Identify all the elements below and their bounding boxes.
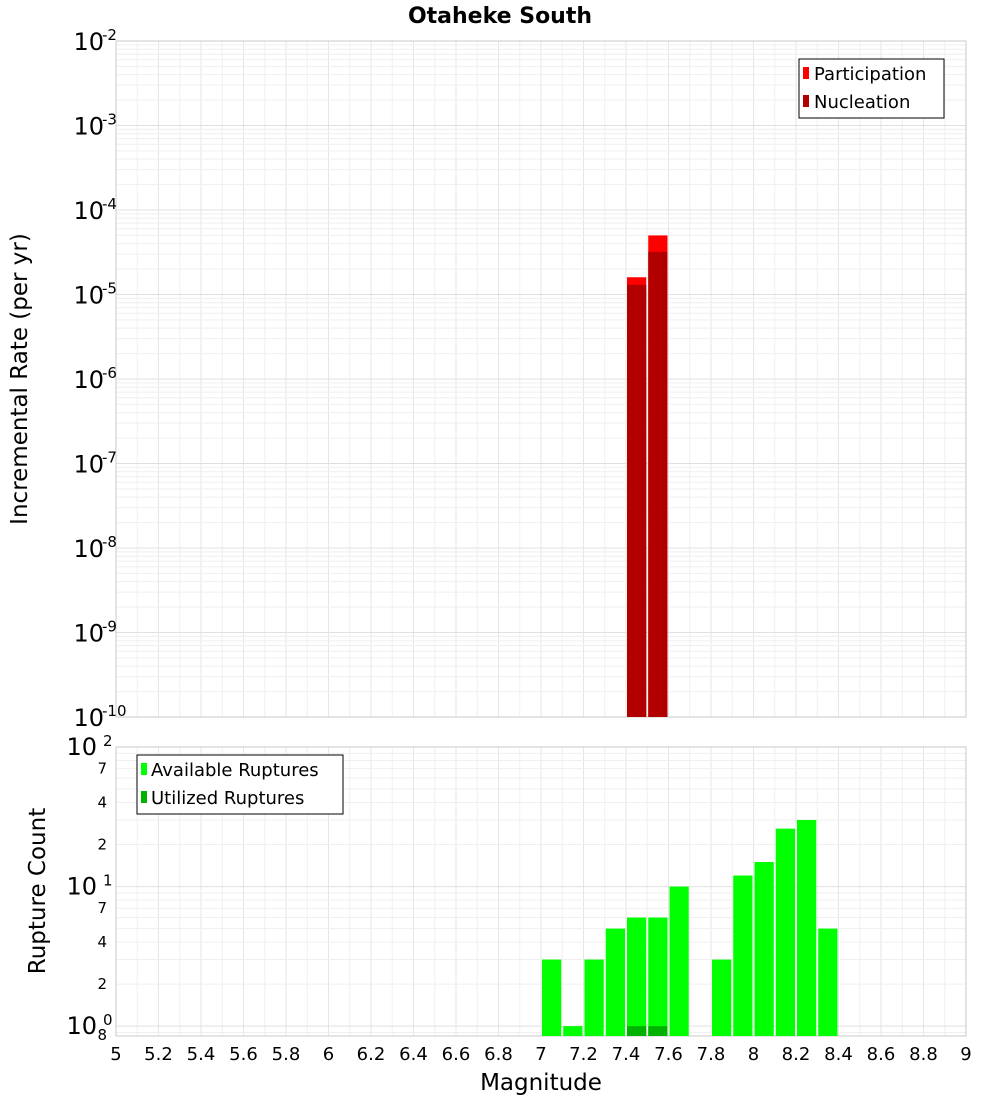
bottom-bar-available-ruptures (627, 917, 647, 1036)
legend-swatch-available (141, 763, 147, 775)
bottom-legend-box (136, 754, 344, 815)
legend-swatch-nucleation (803, 95, 809, 107)
x-tick-label: 7 (535, 1044, 546, 1065)
bottom-y-minor-tick: 4 (97, 933, 107, 951)
bottom-bar-available-ruptures (712, 959, 732, 1036)
x-tick-label: 6.4 (399, 1044, 428, 1065)
x-tick-label: 5.8 (272, 1044, 301, 1065)
bottom-bar-available-ruptures (797, 819, 817, 1036)
legend-label-nucleation: Nucleation (814, 92, 910, 113)
x-tick-label: 8.4 (824, 1044, 853, 1065)
top-y-tick-base: 10 (73, 704, 104, 732)
x-tick-label: 8.6 (867, 1044, 896, 1065)
top-y-tick-exponent: -7 (102, 449, 117, 467)
top-bar-nucleation (627, 284, 647, 717)
bottom-y-minor-tick: 2 (97, 975, 107, 993)
bottom-y-minor-tick: 2 (97, 836, 107, 854)
bottom-y-tick-base: 10 (66, 733, 97, 761)
top-y-tick-exponent: -4 (102, 195, 117, 213)
bottom-bar-utilized-ruptures (627, 1026, 647, 1036)
top-y-tick-base: 10 (73, 113, 104, 141)
top-y-tick-base: 10 (73, 451, 104, 479)
bottom-y-tick-base: 10 (66, 873, 97, 901)
top-legend: Participation Nucleation (798, 58, 945, 119)
top-y-tick-exponent: -5 (102, 280, 117, 298)
legend-swatch-utilized (141, 791, 147, 803)
x-axis-label: Magnitude (480, 1070, 602, 1096)
top-y-tick-labels: 10-210-310-410-510-610-710-810-910-10 (73, 26, 126, 732)
x-tick-label: 7.8 (697, 1044, 726, 1065)
top-y-tick-base: 10 (73, 28, 104, 56)
legend-label-participation: Participation (814, 64, 926, 85)
x-tick-label: 6 (323, 1044, 334, 1065)
top-y-tick-base: 10 (73, 620, 104, 648)
x-tick-label: 5 (110, 1044, 121, 1065)
bottom-bar-available-ruptures (542, 959, 562, 1036)
chart-title: Otaheke South (408, 4, 592, 29)
x-tick-label: 7.6 (654, 1044, 683, 1065)
bottom-y-tick-labels: 10 2 10 1 10 0 7 4 2 7 4 2 8 (66, 732, 112, 1044)
top-y-tick-base: 10 (73, 197, 104, 225)
top-y-tick-exponent: -6 (102, 364, 117, 382)
bottom-bar-available-ruptures (669, 886, 689, 1036)
bottom-bar-available-ruptures (605, 928, 625, 1036)
bottom-y-minor-tick: 8 (97, 1026, 107, 1044)
bottom-y-tick-exponent: 1 (103, 872, 113, 890)
top-bars (627, 235, 668, 718)
bottom-bar-available-ruptures (733, 875, 753, 1036)
bottom-y-axis-label: Rupture Count (25, 808, 51, 974)
top-bar-nucleation (648, 251, 668, 717)
top-y-tick-exponent: -8 (102, 533, 117, 551)
top-y-tick-base: 10 (73, 366, 104, 394)
x-tick-label: 6.2 (357, 1044, 386, 1065)
x-tick-labels: 5 5.2 5.4 5.6 5.8 6 6.2 6.4 6.6 6.8 7 7.2 7.4 7.6 7.8 8… (110, 1044, 971, 1065)
bottom-y-minor-tick: 7 (97, 899, 107, 917)
bottom-bar-available-ruptures (754, 861, 774, 1036)
bottom-bar-available-ruptures (818, 928, 838, 1036)
top-y-axis-label: Incremental Rate (per yr) (7, 233, 33, 525)
x-tick-label: 9 (960, 1044, 971, 1065)
x-tick-label: 8.8 (909, 1044, 938, 1065)
x-tick-label: 7.4 (612, 1044, 641, 1065)
x-tick-label: 6.6 (442, 1044, 471, 1065)
bottom-y-minor-tick: 7 (97, 760, 107, 778)
x-tick-label: 8.2 (782, 1044, 811, 1065)
legend-label-available: Available Ruptures (151, 760, 319, 781)
bottom-bar-utilized-ruptures (648, 1026, 668, 1036)
bottom-legend: Available Ruptures Utilized Ruptures (136, 754, 344, 815)
bottom-bar-available-ruptures (648, 917, 668, 1036)
bottom-y-tick-base: 10 (66, 1012, 97, 1040)
legend-label-utilized: Utilized Ruptures (151, 788, 304, 809)
bottom-bar-available-ruptures (563, 1026, 583, 1036)
top-plot-frame (115, 40, 967, 718)
top-y-tick-exponent: -2 (102, 26, 117, 44)
top-legend-box (798, 58, 945, 119)
bottom-y-minor-tick: 4 (97, 794, 107, 812)
x-tick-label: 7.2 (569, 1044, 598, 1065)
bottom-bar-available-ruptures (775, 828, 795, 1036)
bottom-bar-available-ruptures (584, 959, 604, 1036)
top-y-tick-base: 10 (73, 282, 104, 310)
bottom-y-tick-exponent: 2 (103, 732, 113, 750)
x-tick-label: 5.2 (144, 1044, 173, 1065)
bottom-bars (542, 819, 838, 1036)
x-tick-label: 8 (748, 1044, 759, 1065)
top-y-tick-exponent: -3 (102, 111, 117, 129)
x-tick-label: 5.4 (187, 1044, 216, 1065)
x-tick-label: 5.6 (229, 1044, 258, 1065)
top-y-tick-exponent: -9 (102, 618, 117, 636)
top-y-tick-base: 10 (73, 535, 104, 563)
bottom-plot-frame (115, 746, 967, 1037)
bottom-y-tick-exponent: 0 (103, 1011, 113, 1029)
x-tick-label: 6.8 (484, 1044, 513, 1065)
top-y-tick-exponent: -10 (102, 702, 127, 720)
legend-swatch-participation (803, 67, 809, 79)
top-gridlines (116, 41, 966, 718)
